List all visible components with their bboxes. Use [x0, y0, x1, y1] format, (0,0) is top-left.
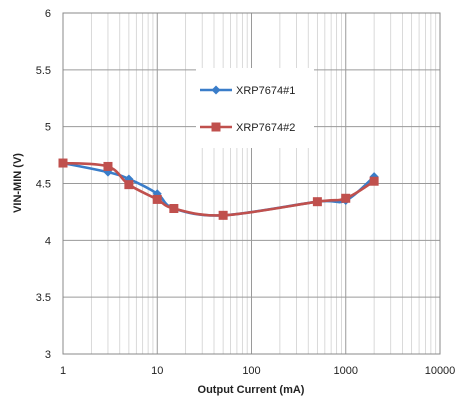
legend-label: XRP7674#2	[236, 122, 295, 134]
legend-label: XRP7674#1	[236, 85, 295, 97]
data-point	[103, 161, 113, 171]
data-point	[58, 158, 68, 168]
y-tick-label: 4.5	[36, 179, 51, 191]
y-tick-label: 4	[45, 235, 51, 247]
x-axis-label: Output Current (mA)	[198, 384, 305, 396]
legend-marker	[211, 85, 221, 95]
y-tick-label: 3	[45, 349, 51, 361]
y-axis-label: VIN-MIN (V)	[12, 153, 24, 213]
legend: XRP7674#1 XRP7674#2	[196, 68, 314, 148]
y-tick-label: 5.5	[36, 65, 51, 77]
x-tick-label: 10	[151, 365, 163, 377]
x-tick-label: 10000	[425, 365, 456, 377]
y-tick-label: 3.5	[36, 292, 51, 304]
data-point	[218, 210, 228, 220]
data-point	[124, 180, 134, 190]
data-point	[312, 197, 322, 207]
grid	[62, 12, 441, 355]
x-tick-label: 1	[60, 365, 66, 377]
legend-marker	[211, 122, 221, 132]
data-point	[369, 176, 379, 186]
series-group	[58, 158, 379, 220]
x-tick-label: 100	[242, 365, 260, 377]
data-point	[169, 204, 179, 214]
y-tick-label: 6	[45, 8, 51, 20]
series-2	[58, 158, 379, 220]
plot-border	[62, 12, 441, 355]
y-tick-label: 5	[45, 122, 51, 134]
data-point	[341, 193, 351, 203]
x-tick-label: 1000	[334, 365, 358, 377]
data-point	[152, 194, 162, 204]
legend-box	[196, 68, 314, 148]
tick-labels: 1 10 100 1000 10000 3 3.5 4 4.5 5 5.5 6	[36, 8, 456, 377]
